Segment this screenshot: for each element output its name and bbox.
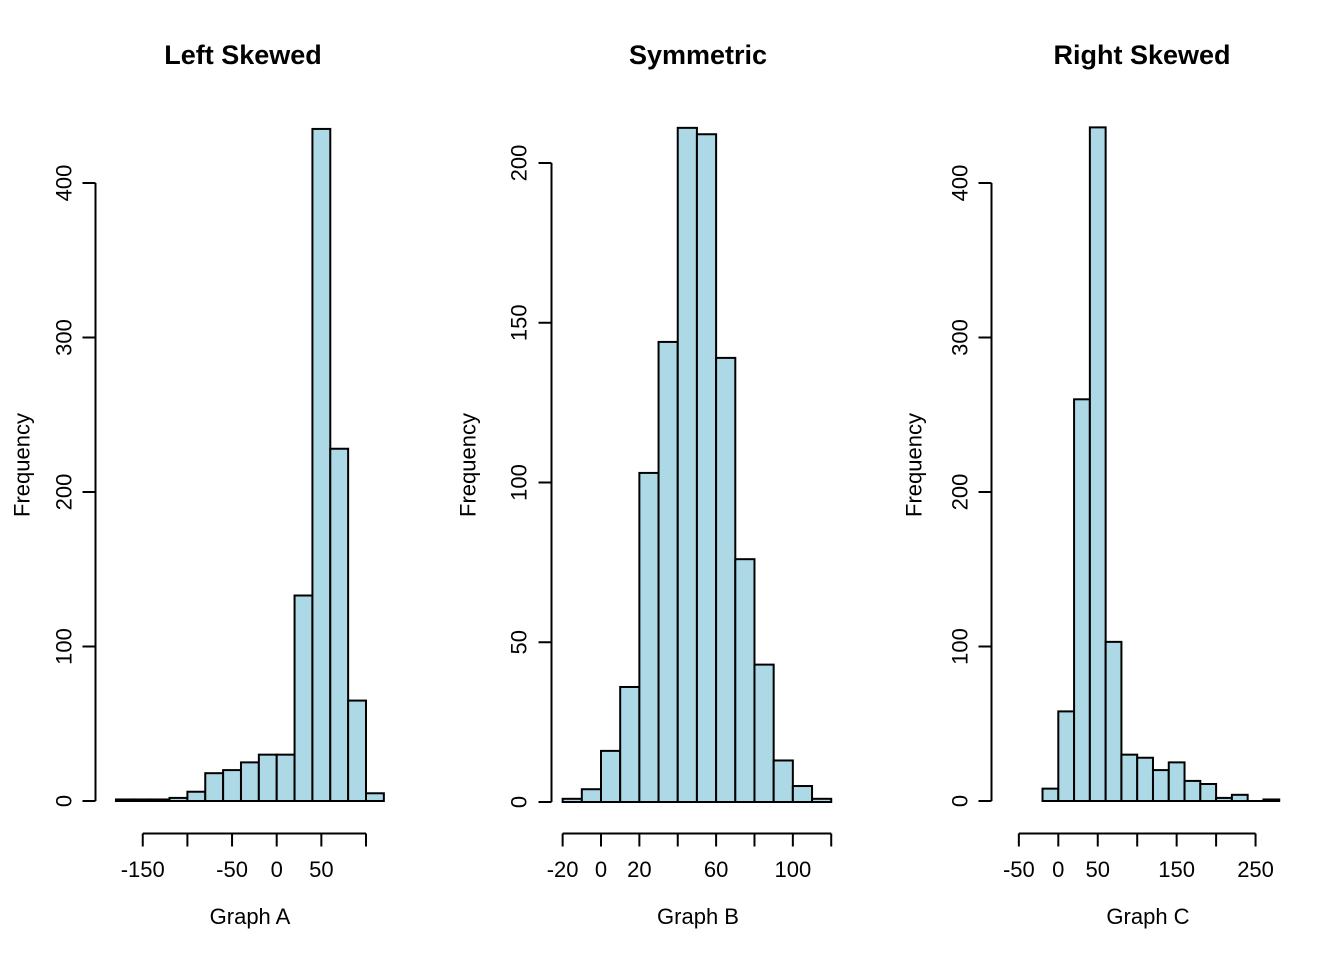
histogram-bar	[347, 699, 368, 803]
plot-area: 0 100 200 300 400 -150 -50 0 50	[52, 127, 385, 882]
histogram-bar	[715, 356, 737, 803]
histogram-bar	[580, 788, 603, 803]
y-axis-title: Frequency	[902, 413, 927, 517]
histogram-bar	[1073, 398, 1091, 802]
y-tick-label: 200	[948, 474, 973, 511]
histogram-bar	[186, 790, 207, 802]
histogram-bar	[365, 792, 385, 803]
y-tick-label: 100	[507, 464, 532, 501]
histogram-bar	[1088, 126, 1107, 802]
y-tick-label: 150	[507, 304, 532, 341]
histogram-bar	[695, 133, 718, 803]
y-tick-label: 100	[52, 628, 77, 665]
histogram-bar	[257, 753, 278, 803]
x-tick-label: -20	[547, 857, 579, 882]
y-tick-label: 0	[52, 795, 77, 807]
x-tick-label: 0	[1052, 857, 1064, 882]
histogram-bar	[1104, 640, 1123, 802]
histogram-bar	[734, 558, 756, 803]
x-axis-title: Graph B	[657, 904, 739, 929]
histogram-bar	[772, 759, 794, 804]
x-tick-label: -50	[216, 857, 248, 882]
y-tick-label: 100	[948, 628, 973, 665]
x-tick-label: 50	[1086, 857, 1110, 882]
y-tick-label: 0	[948, 795, 973, 807]
histogram-bar	[239, 761, 260, 802]
y-tick-label: 400	[52, 165, 77, 202]
y-tick-label: 200	[507, 145, 532, 182]
chart-title: Right Skewed	[1053, 40, 1230, 70]
histogram-bar	[753, 663, 775, 803]
panel-left-skewed: Left Skewed Graph A Frequency 0 100 200 300…	[10, 40, 385, 929]
y-axis-title: Frequency	[10, 413, 35, 517]
x-axis-title: Graph A	[210, 904, 291, 929]
histogram-bar	[1151, 769, 1170, 802]
histogram-bar	[619, 685, 641, 803]
histogram-bar	[1120, 753, 1139, 803]
histogram-bar	[293, 594, 314, 803]
x-tick-label: 0	[271, 857, 283, 882]
x-axis-title: Graph C	[1106, 904, 1189, 929]
y-tick-label: 300	[52, 319, 77, 356]
x-tick-label: 20	[627, 857, 651, 882]
histogram-bar	[657, 340, 679, 803]
histogram-bar	[600, 749, 622, 804]
histogram-bar	[204, 772, 225, 803]
y-tick-label: 50	[507, 630, 532, 654]
chart-title: Left Skewed	[164, 40, 322, 70]
y-tick-label: 200	[52, 474, 77, 511]
x-tick-label: -150	[121, 857, 165, 882]
x-tick-label: -50	[1003, 857, 1035, 882]
x-tick-label: 0	[595, 857, 607, 882]
x-tick-label: 100	[774, 857, 811, 882]
y-tick-label: 0	[507, 796, 532, 808]
x-tick-label: 250	[1237, 857, 1274, 882]
chart-title: Symmetric	[629, 40, 767, 70]
histogram-bar	[311, 127, 332, 803]
histogram-bar	[275, 753, 296, 803]
panel-right-skewed: Right Skewed Graph C Frequency 0 100 200 30…	[902, 40, 1281, 929]
histogram-bar	[1136, 756, 1154, 802]
plot-area: 0 100 200 300 400 -50 0 50 150 250	[948, 126, 1281, 882]
panel-symmetric: Symmetric Graph B Frequency 050100150200…	[456, 40, 833, 929]
y-tick-label: 300	[948, 319, 973, 356]
histogram-bar	[791, 785, 814, 804]
y-tick-label: 400	[948, 165, 973, 202]
histogram-bar	[1057, 710, 1076, 803]
histogram-bar	[329, 447, 350, 802]
histogram-bar	[1199, 783, 1218, 803]
x-tick-label: 50	[309, 857, 333, 882]
histogram-bar	[1041, 787, 1060, 803]
histogram-bar	[1183, 779, 1202, 802]
plot-area: 0 50 100 150 200 -20 0 20 60 100	[507, 126, 833, 882]
x-tick-label: 150	[1158, 857, 1195, 882]
y-axis-title: Frequency	[456, 413, 481, 517]
histogram-bar	[1167, 761, 1186, 802]
histogram-bar	[676, 126, 698, 804]
histogram-bar	[638, 471, 660, 803]
histogram-bar	[222, 769, 242, 802]
x-tick-label: 60	[704, 857, 728, 882]
